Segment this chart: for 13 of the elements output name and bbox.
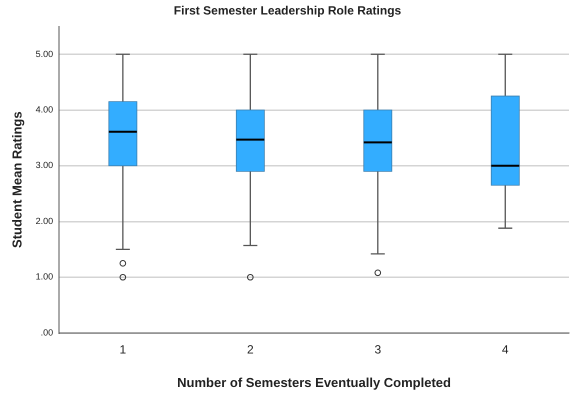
x-tick-label: 3 — [374, 342, 382, 357]
y-tick-label: 5.00 — [36, 48, 54, 59]
y-tick-label: 3.00 — [36, 160, 54, 170]
y-tick-label: 1.00 — [36, 272, 54, 282]
y-tick-label: .00 — [40, 327, 54, 338]
x-tick-label: 4 — [502, 342, 509, 357]
y-tick-label: 2.00 — [36, 216, 54, 226]
x-tick-label: 1 — [120, 342, 127, 357]
y-axis-title: Student Mean Ratings — [9, 111, 24, 248]
chart-title: First Semester Leadership Role Ratings — [174, 4, 402, 18]
x-axis-title: Number of Semesters Eventually Completed — [177, 374, 452, 390]
x-tick-label: 2 — [246, 342, 254, 357]
y-tick-label: 4.00 — [36, 104, 54, 115]
